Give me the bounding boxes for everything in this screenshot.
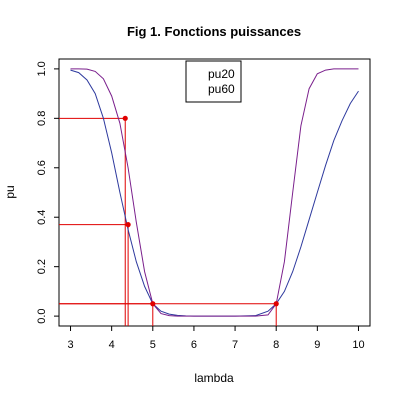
x-tick-label: 5	[150, 339, 156, 351]
y-tick-label: 0.4	[36, 210, 48, 225]
x-tick-label: 6	[191, 339, 197, 351]
x-tick-label: 10	[352, 339, 364, 351]
y-tick-label: 0.8	[36, 111, 48, 126]
x-axis-label: lambda	[194, 371, 234, 385]
reference-point	[122, 115, 128, 121]
x-axis: 3 4 5 6 7 8 9 10	[67, 326, 365, 351]
y-tick-label: 0.6	[36, 160, 48, 175]
x-tick-label: 9	[314, 339, 320, 351]
y-tick-label: 1.0	[36, 61, 48, 76]
x-tick-label: 3	[67, 339, 73, 351]
legend: pu20 pu60	[185, 60, 242, 103]
legend-label-pu20: pu20	[208, 67, 235, 81]
reference-points	[122, 115, 279, 307]
plot-frame	[58, 58, 371, 327]
chart-title: Fig 1. Fonctions puissances	[127, 24, 301, 39]
x-tick-label: 7	[232, 339, 238, 351]
series-lines	[70, 68, 359, 317]
reference-point	[273, 301, 279, 307]
y-tick-label: 0.0	[36, 308, 48, 323]
y-axis: 0.0 0.2 0.4 0.6 0.8 1.0	[36, 61, 59, 324]
x-tick-label: 4	[109, 339, 115, 351]
reference-point	[125, 222, 131, 228]
reference-point	[150, 301, 156, 307]
y-tick-label: 0.2	[36, 259, 48, 274]
legend-label-pu60: pu60	[208, 82, 235, 96]
y-axis-label: pu	[3, 185, 17, 198]
series-line-pu60	[70, 68, 359, 317]
legend-box	[185, 60, 242, 103]
series-line-pu20	[70, 69, 359, 317]
x-tick-label: 8	[273, 339, 279, 351]
reference-lines	[59, 117, 277, 326]
